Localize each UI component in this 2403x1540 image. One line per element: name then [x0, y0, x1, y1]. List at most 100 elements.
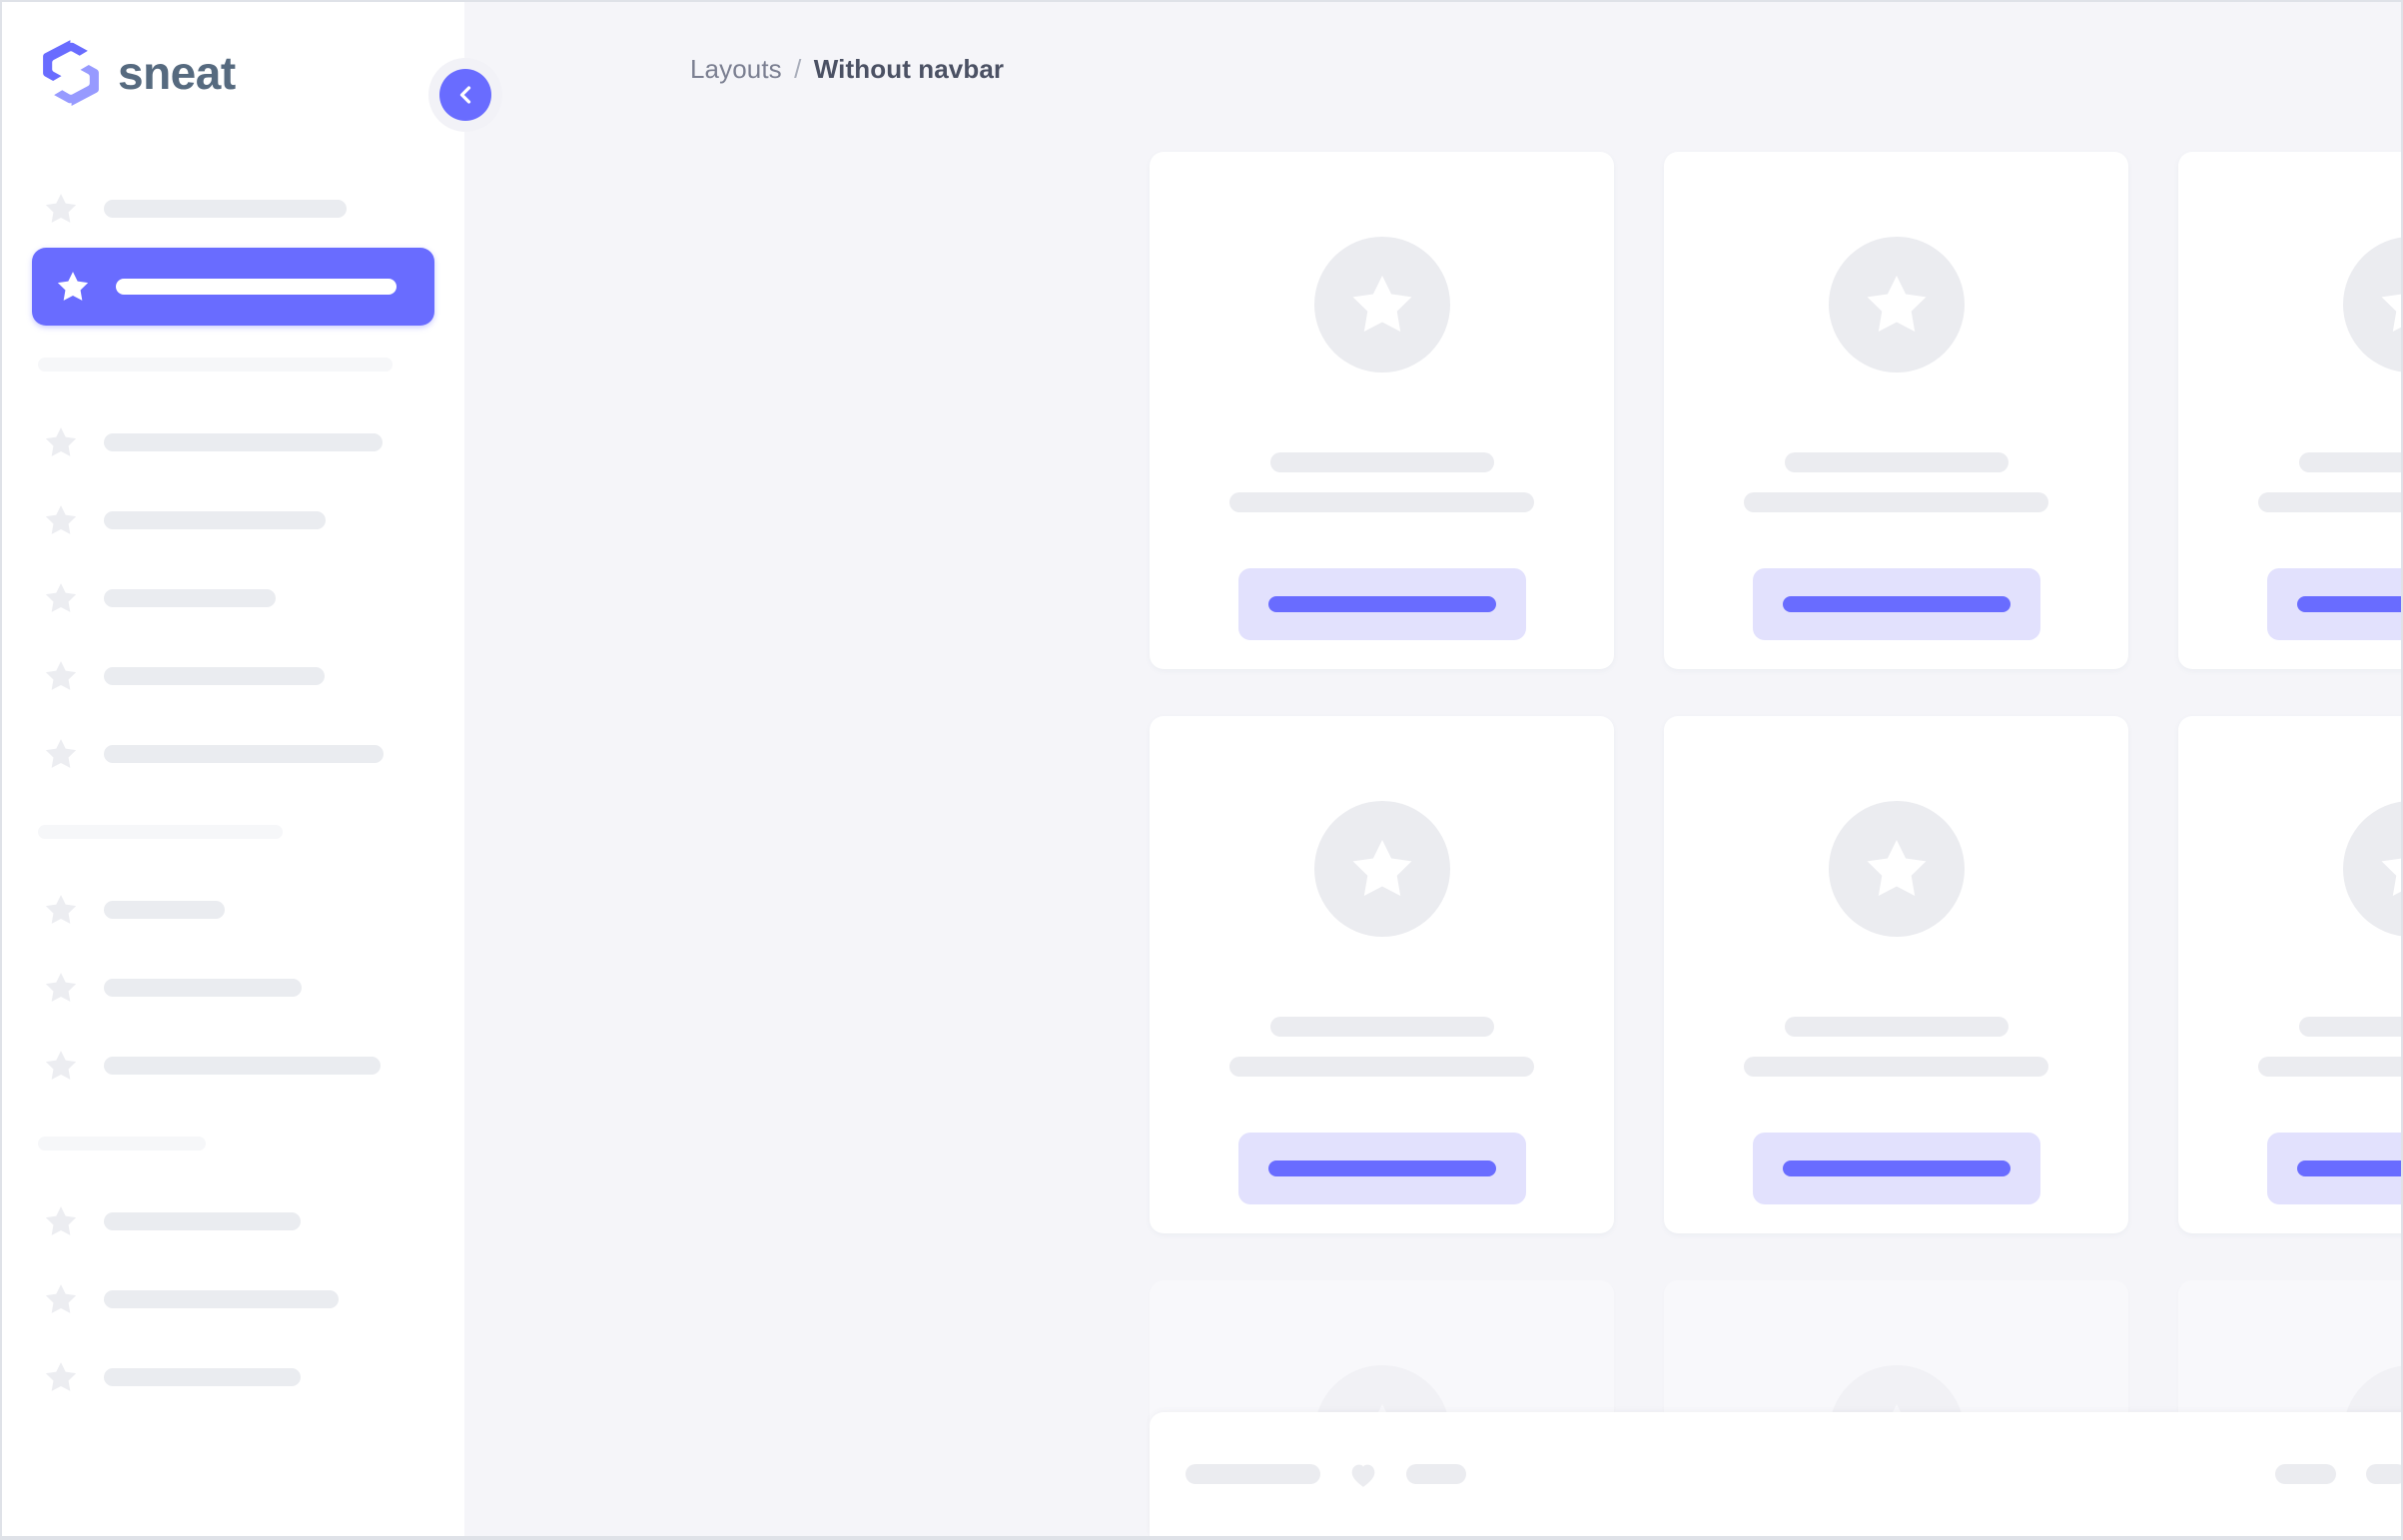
sidebar-item-0-1[interactable]: [32, 248, 434, 326]
page-footer: [1150, 1412, 2401, 1536]
sidebar-group-label-placeholder: [38, 358, 393, 372]
content-card: [2178, 716, 2401, 1233]
card-action-button-label: [2296, 596, 2401, 612]
sidebar-item-label: [104, 589, 276, 607]
brand[interactable]: sneat: [2, 2, 464, 144]
sidebar-top-spacer: [38, 144, 428, 170]
content-card: [1150, 152, 1614, 669]
sidebar-item-label: [104, 745, 384, 763]
footer-text-placeholder: [1186, 1464, 1320, 1484]
star-icon: [42, 1047, 80, 1085]
cards-grid: [1150, 152, 2401, 1536]
breadcrumb-parent[interactable]: Layouts: [690, 54, 782, 84]
footer-text-placeholder: [1406, 1464, 1466, 1484]
sidebar-item-1-1[interactable]: [38, 481, 428, 559]
card-title-placeholder: [1784, 1017, 2008, 1037]
star-icon: [1828, 801, 1965, 937]
content-card: [1664, 716, 2128, 1233]
sidebar-item-label: [104, 1212, 301, 1230]
card-subtitle-placeholder: [1744, 1057, 2048, 1077]
sidebar-item-3-1[interactable]: [38, 1260, 428, 1338]
chevron-left-icon: [439, 69, 491, 121]
breadcrumb: Layouts / Without navbar: [464, 2, 2401, 85]
card-title-placeholder: [1269, 1017, 1494, 1037]
card-action-button-label: [1782, 596, 2010, 612]
card-action-button[interactable]: [1237, 568, 1526, 640]
card-title-placeholder: [2298, 1017, 2401, 1037]
star-icon: [42, 1358, 80, 1396]
sidebar-item-2-0[interactable]: [38, 871, 428, 949]
card-action-button[interactable]: [2266, 1133, 2401, 1204]
star-icon: [42, 735, 80, 773]
breadcrumb-separator: /: [794, 54, 802, 84]
sidebar-item-1-4[interactable]: [38, 715, 428, 793]
sidebar-item-3-2[interactable]: [38, 1338, 428, 1416]
sidebar-group-divider: [38, 793, 428, 871]
star-icon: [42, 579, 80, 617]
sidebar-item-label: [104, 433, 383, 451]
card-subtitle-placeholder: [1744, 492, 2048, 512]
sidebar-item-1-0[interactable]: [38, 403, 428, 481]
sidebar: sneat: [2, 2, 502, 1536]
content-card: [2178, 152, 2401, 669]
star-icon: [42, 190, 80, 228]
star-icon: [2342, 237, 2401, 373]
card-subtitle-placeholder: [2258, 492, 2401, 512]
sidebar-item-label: [104, 1368, 301, 1386]
card-action-button-label: [1782, 1160, 2010, 1176]
brand-name: sneat: [118, 47, 236, 99]
sidebar-item-0-0[interactable]: [38, 170, 428, 248]
star-icon: [42, 891, 80, 929]
sidebar-menu: [2, 144, 464, 1416]
star-icon: [1313, 237, 1450, 373]
sidebar-item-label: [104, 901, 225, 919]
star-icon: [42, 1280, 80, 1318]
sidebar-item-1-2[interactable]: [38, 559, 428, 637]
sidebar-collapse-button[interactable]: [428, 58, 502, 132]
sneat-logo-icon: [40, 40, 102, 106]
star-icon: [42, 969, 80, 1007]
star-icon: [42, 657, 80, 695]
footer-right-group: [2275, 1464, 2401, 1484]
footer-link-placeholder[interactable]: [2275, 1464, 2336, 1484]
sidebar-item-label: [104, 979, 302, 997]
sidebar-item-label: [104, 1057, 381, 1075]
sidebar-item-3-0[interactable]: [38, 1182, 428, 1260]
card-action-button[interactable]: [1237, 1133, 1526, 1204]
footer-left-group: [1186, 1457, 1466, 1491]
star-icon: [42, 501, 80, 539]
sidebar-item-1-3[interactable]: [38, 637, 428, 715]
card-title-placeholder: [2298, 452, 2401, 472]
breadcrumb-current: Without navbar: [813, 54, 1005, 84]
star-icon: [54, 268, 92, 306]
star-icon: [1313, 801, 1450, 937]
heart-icon[interactable]: [1346, 1457, 1380, 1491]
sidebar-group-label-placeholder: [38, 1137, 206, 1151]
card-subtitle-placeholder: [1229, 1057, 1534, 1077]
card-action-button[interactable]: [1752, 568, 2040, 640]
content-card: [1664, 152, 2128, 669]
star-icon: [42, 423, 80, 461]
star-icon: [2342, 801, 2401, 937]
sidebar-group-divider: [38, 326, 428, 403]
sidebar-item-2-2[interactable]: [38, 1027, 428, 1105]
card-action-button[interactable]: [1752, 1133, 2040, 1204]
card-title-placeholder: [1269, 452, 1494, 472]
sidebar-item-label: [104, 511, 326, 529]
star-icon: [42, 1202, 80, 1240]
card-action-button-label: [2296, 1160, 2401, 1176]
card-title-placeholder: [1784, 452, 2008, 472]
card-subtitle-placeholder: [1229, 492, 1534, 512]
sidebar-item-label: [104, 200, 347, 218]
sidebar-item-2-1[interactable]: [38, 949, 428, 1027]
card-action-button-label: [1267, 596, 1496, 612]
sidebar-item-label: [104, 667, 325, 685]
sidebar-item-label: [104, 1290, 339, 1308]
content-area: Layouts / Without navbar: [464, 2, 2401, 1536]
content-card: [1150, 716, 1614, 1233]
star-icon: [1828, 237, 1965, 373]
footer-link-placeholder[interactable]: [2366, 1464, 2401, 1484]
card-subtitle-placeholder: [2258, 1057, 2401, 1077]
card-action-button[interactable]: [2266, 568, 2401, 640]
sidebar-item-label: [116, 279, 397, 295]
